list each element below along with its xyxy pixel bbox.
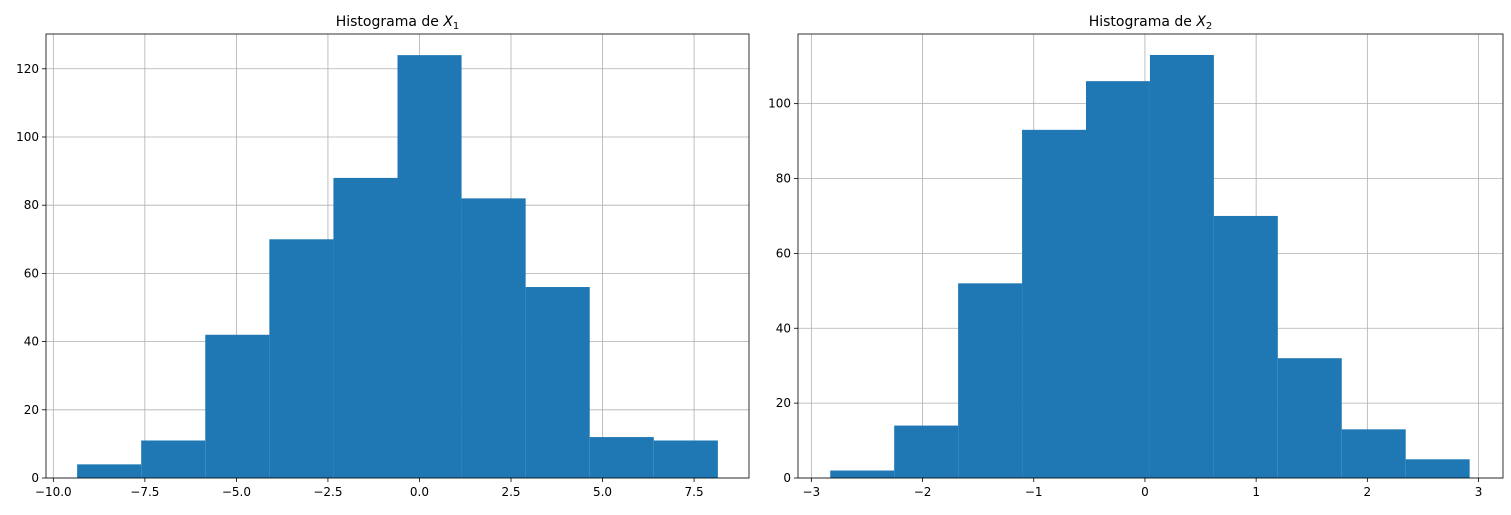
histogram-2-x-tick-label: −2 [914,485,932,499]
histogram-2-title-subscript: 2 [1206,21,1212,32]
histogram-1-title: Histograma de X1 [336,14,460,32]
histogram-2-y-tick-label: 60 [776,246,791,260]
histogram-1-title-variable: X [442,14,453,30]
histogram-2-y-tick-label: 80 [776,172,791,186]
histogram-2-title: Histograma de X2 [1089,14,1213,32]
histogram-1-x-tick-label: −7.5 [130,485,159,499]
histogram-2-title-text: Histograma de [1089,14,1197,30]
histogram-2-bar-3 [958,283,1023,478]
histogram-2-y-tick-label: 100 [768,97,791,111]
histogram-2-bar-7 [1213,215,1278,478]
histogram-1-x-tick-label: −5.0 [222,485,251,499]
histogram-2-bar-8 [1277,358,1342,478]
histogram-2-bar-10 [1405,459,1470,478]
histogram-1-bar-5 [333,177,398,478]
histogram-2-x-tick-label: 0 [1141,485,1149,499]
histogram-1-bar-2 [141,440,206,478]
histogram-1-x-tick-label: 7.5 [685,485,704,499]
histogram-1-bar-4 [269,239,334,478]
histogram-1-bar-10 [653,440,718,478]
histogram-2-bar-4 [1022,129,1087,478]
histogram-1-y-tick-label: 0 [31,471,39,485]
histogram-2-bar-2 [894,425,959,478]
histogram-1-bar-7 [461,198,526,479]
histogram-1-title-text: Histograma de [336,14,444,30]
histogram-1-bar-9 [589,437,654,478]
histogram-2-x-tick-label: −3 [802,485,820,499]
histogram-1-x-tick-label: −2.5 [313,485,342,499]
histogram-1: −10.0 −7.5 −5.0 −2.5 0.0 2.5 5.0 7.5 0 20 40 60 80 10… [16,14,750,499]
histogram-1-y-tick-label: 60 [24,266,39,280]
histogram-1-y-tick-label: 100 [16,130,39,144]
histogram-1-bar-3 [205,334,270,478]
histogram-2-bar-1 [830,470,895,478]
histogram-2-x-tick-label: 3 [1475,485,1483,499]
histogram-1-axes-frame [45,33,750,479]
histogram-1-x-tick-label: −10.0 [35,485,72,499]
histogram-2-bar-6 [1149,54,1214,478]
histogram-2-y-tick-label: 40 [776,321,791,335]
histogram-2-y-tick-label: 0 [783,471,791,485]
histogram-1-y-tick-label: 120 [16,62,39,76]
histogram-1-x-tick-label: 2.5 [501,485,520,499]
histogram-1-x-tick-label: 0.0 [410,485,429,499]
histogram-2-bar-9 [1341,429,1406,478]
histogram-1-bar-1 [77,464,142,478]
histogram-2-x-tick-label: 2 [1364,485,1372,499]
histogram-2-bar-5 [1086,81,1150,478]
histogram-1-y-tick-label: 40 [24,335,39,349]
histogram-1-title-subscript: 1 [453,21,459,32]
histogram-1-bar-8 [525,287,590,478]
histogram-2-y-tick-label: 20 [776,396,791,410]
histogram-1-x-tick-label: 5.0 [593,485,612,499]
histogram-1-y-tick-label: 20 [24,403,39,417]
histogram-2-x-tick-label: −1 [1025,485,1043,499]
histogram-2-axes-frame [797,33,1504,479]
histogram-2-title-variable: X [1195,14,1206,30]
histogram-1-y-tick-label: 80 [24,198,39,212]
histogram-2-x-tick-label: 1 [1252,485,1260,499]
histogram-1-bar-6 [397,55,462,479]
